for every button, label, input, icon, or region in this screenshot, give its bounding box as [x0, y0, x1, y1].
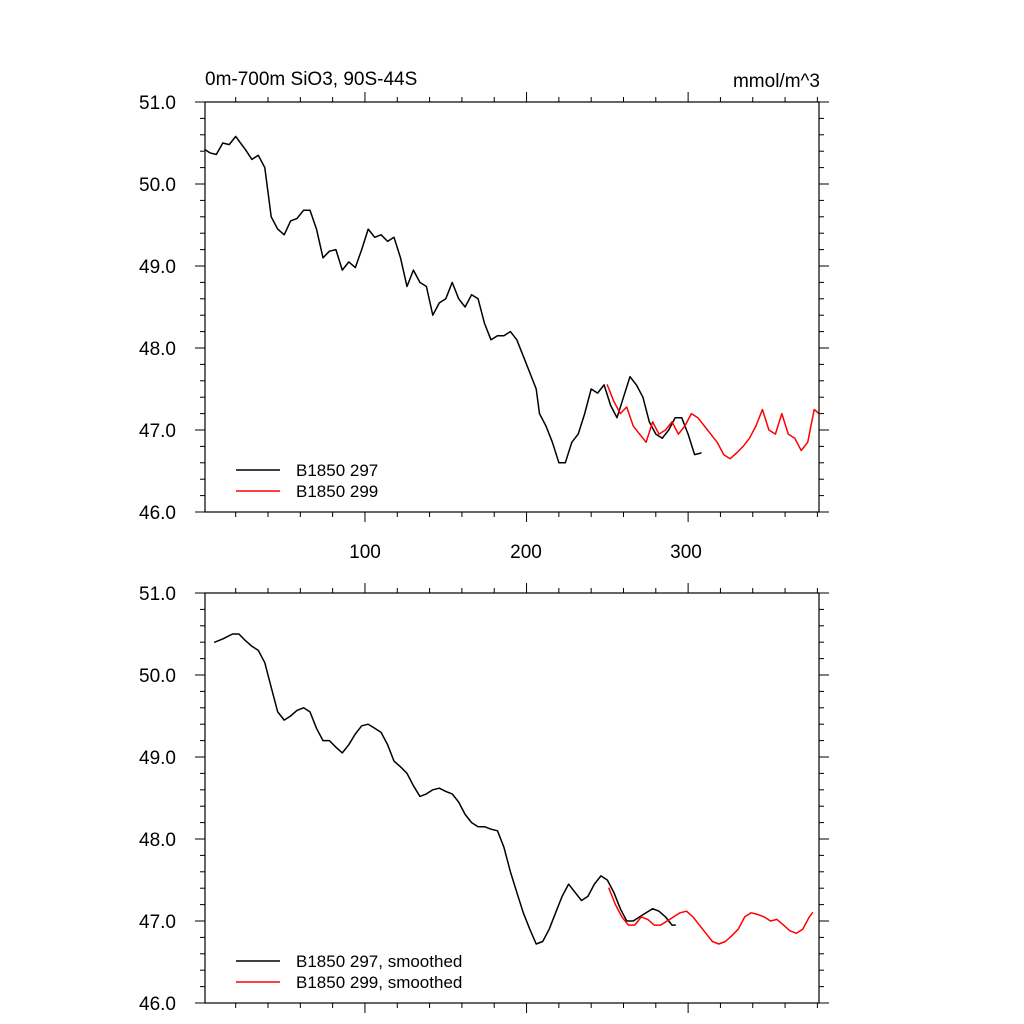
top-y-tick-label: 47.0	[139, 421, 176, 442]
bottom-y-tick-label: 49.0	[139, 748, 176, 769]
top-x-tick-label: 200	[510, 542, 542, 563]
bottom-legend-label: B1850 297, smoothed	[296, 952, 462, 971]
top-x-tick-label: 100	[349, 542, 381, 563]
bottom-y-tick-label: 48.0	[139, 830, 176, 851]
top-legend: B1850 297 B1850 299	[236, 461, 378, 501]
series-line-red	[608, 887, 814, 945]
top-chart-title: 0m-700m SiO3, 90S-44S	[205, 69, 417, 90]
top-legend-label: B1850 297	[296, 461, 378, 480]
bottom-y-tick-label: 46.0	[139, 994, 176, 1015]
top-axis-ticks	[195, 92, 829, 522]
bottom-y-tick-labels: 51.0 50.0 49.0 48.0 47.0 46.0	[139, 584, 176, 1015]
top-chart-units: mmol/m^3	[733, 71, 820, 92]
top-series-group	[204, 135, 820, 464]
bottom-plot-frame	[204, 592, 820, 1004]
bottom-series-group	[213, 633, 814, 945]
top-plot-frame	[204, 101, 820, 513]
series-line-red	[606, 384, 820, 460]
top-legend-label: B1850 299	[296, 482, 378, 501]
bottom-y-tick-label: 50.0	[139, 666, 176, 687]
series-line-black	[204, 135, 702, 464]
top-y-tick-labels: 51.0 50.0 49.0 48.0 47.0 46.0	[139, 93, 176, 524]
bottom-y-tick-label: 47.0	[139, 912, 176, 933]
bottom-legend-label: B1850 299, smoothed	[296, 973, 462, 992]
top-y-tick-label: 46.0	[139, 503, 176, 524]
bottom-y-tick-label: 51.0	[139, 584, 176, 605]
series-line-black	[213, 633, 676, 945]
bottom-legend: B1850 297, smoothed B1850 299, smoothed	[236, 952, 462, 992]
top-y-tick-label: 50.0	[139, 175, 176, 196]
top-y-tick-label: 49.0	[139, 257, 176, 278]
top-x-tick-labels: 100 200 300	[349, 542, 702, 563]
top-y-tick-label: 48.0	[139, 339, 176, 360]
top-panel: 0m-700m SiO3, 90S-44S mmol/m^3 51.0 50.0…	[139, 69, 829, 563]
top-x-tick-label: 300	[670, 542, 702, 563]
bottom-axis-ticks	[195, 583, 829, 1013]
top-y-tick-label: 51.0	[139, 93, 176, 114]
bottom-panel: 51.0 50.0 49.0 48.0 47.0 46.0 B1850 297,…	[139, 583, 829, 1015]
